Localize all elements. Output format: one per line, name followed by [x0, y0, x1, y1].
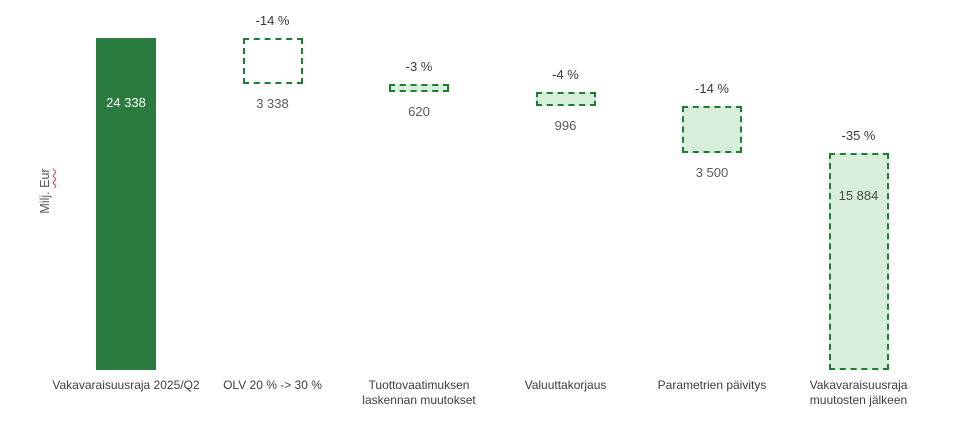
x-axis-category-line: Vakavaraisuusraja: [809, 378, 908, 392]
x-axis-category-label: Valuuttakorjaus: [476, 378, 656, 393]
value-label: 3 338: [256, 95, 289, 111]
percent-label: -35 %: [841, 128, 876, 144]
x-axis-category-label: Parametrien päivitys: [622, 378, 802, 393]
waterfall-bar: [535, 92, 596, 106]
x-axis-category-line: OLV 20 % -> 30 %: [223, 378, 322, 392]
value-label: 3 500: [695, 165, 729, 181]
value-label: 996: [554, 117, 577, 133]
x-axis-category-label: Vakavaraisuusraja 2025/Q2: [36, 378, 216, 393]
percent-label: -3 %: [405, 58, 433, 74]
x-axis-category-label: Vakavaraisuusraja muutosten jälkeen: [769, 378, 949, 408]
value-label: 620: [408, 104, 430, 119]
percent-label: -14 %: [695, 80, 729, 96]
percent-label: -4 %: [552, 67, 579, 82]
x-axis-category-line: laskennan muutokset: [362, 393, 476, 407]
x-axis-category-line: muutosten jälkeen: [809, 393, 908, 407]
x-axis-category-line: Vakavaraisuusraja 2025/Q2: [52, 378, 200, 392]
x-axis-category-label: Tuottovaatimuksen laskennan muutokset: [329, 378, 509, 408]
x-axis-category-line: Tuottovaatimuksen: [368, 378, 470, 392]
waterfall-bar: [682, 105, 742, 154]
waterfall-bar: [96, 38, 156, 370]
waterfall-bar: [828, 153, 889, 370]
value-label: 15 884: [838, 187, 879, 203]
waterfall-bar: [242, 38, 303, 84]
percent-label: -14 %: [255, 13, 290, 28]
waterfall-bar: [389, 83, 449, 92]
x-axis-category-line: Parametrien päivitys: [657, 378, 767, 392]
x-axis-category-label: OLV 20 % -> 30 %: [183, 378, 363, 393]
value-label: 24 338: [106, 94, 146, 110]
x-axis-category-line: Valuuttakorjaus: [524, 378, 607, 392]
